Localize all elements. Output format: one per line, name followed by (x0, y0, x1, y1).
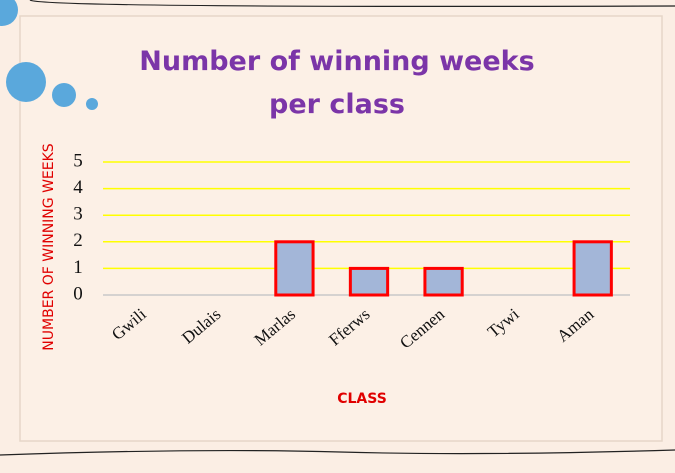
decor-circle (86, 98, 98, 110)
y-axis-title: NUMBER OF WINNING WEEKS (41, 143, 57, 350)
content-frame (20, 16, 662, 441)
y-tick-label: 2 (73, 230, 83, 251)
slide: Number of winning weeks per class NUMBER… (0, 0, 675, 473)
y-tick-label: 0 (73, 283, 83, 304)
y-tick-label: 1 (73, 257, 83, 278)
x-axis-title: CLASS (337, 391, 387, 407)
chart-title: Number of winning weeks (139, 46, 534, 77)
y-tick-label: 5 (73, 150, 83, 171)
decor-circle (6, 62, 46, 102)
bar (350, 268, 387, 295)
bar (425, 268, 462, 295)
bar (574, 242, 611, 295)
chart-title: per class (269, 89, 405, 120)
bar (276, 242, 313, 295)
decor-circle (52, 83, 76, 107)
y-tick-label: 3 (73, 204, 83, 225)
y-tick-label: 4 (73, 177, 83, 198)
